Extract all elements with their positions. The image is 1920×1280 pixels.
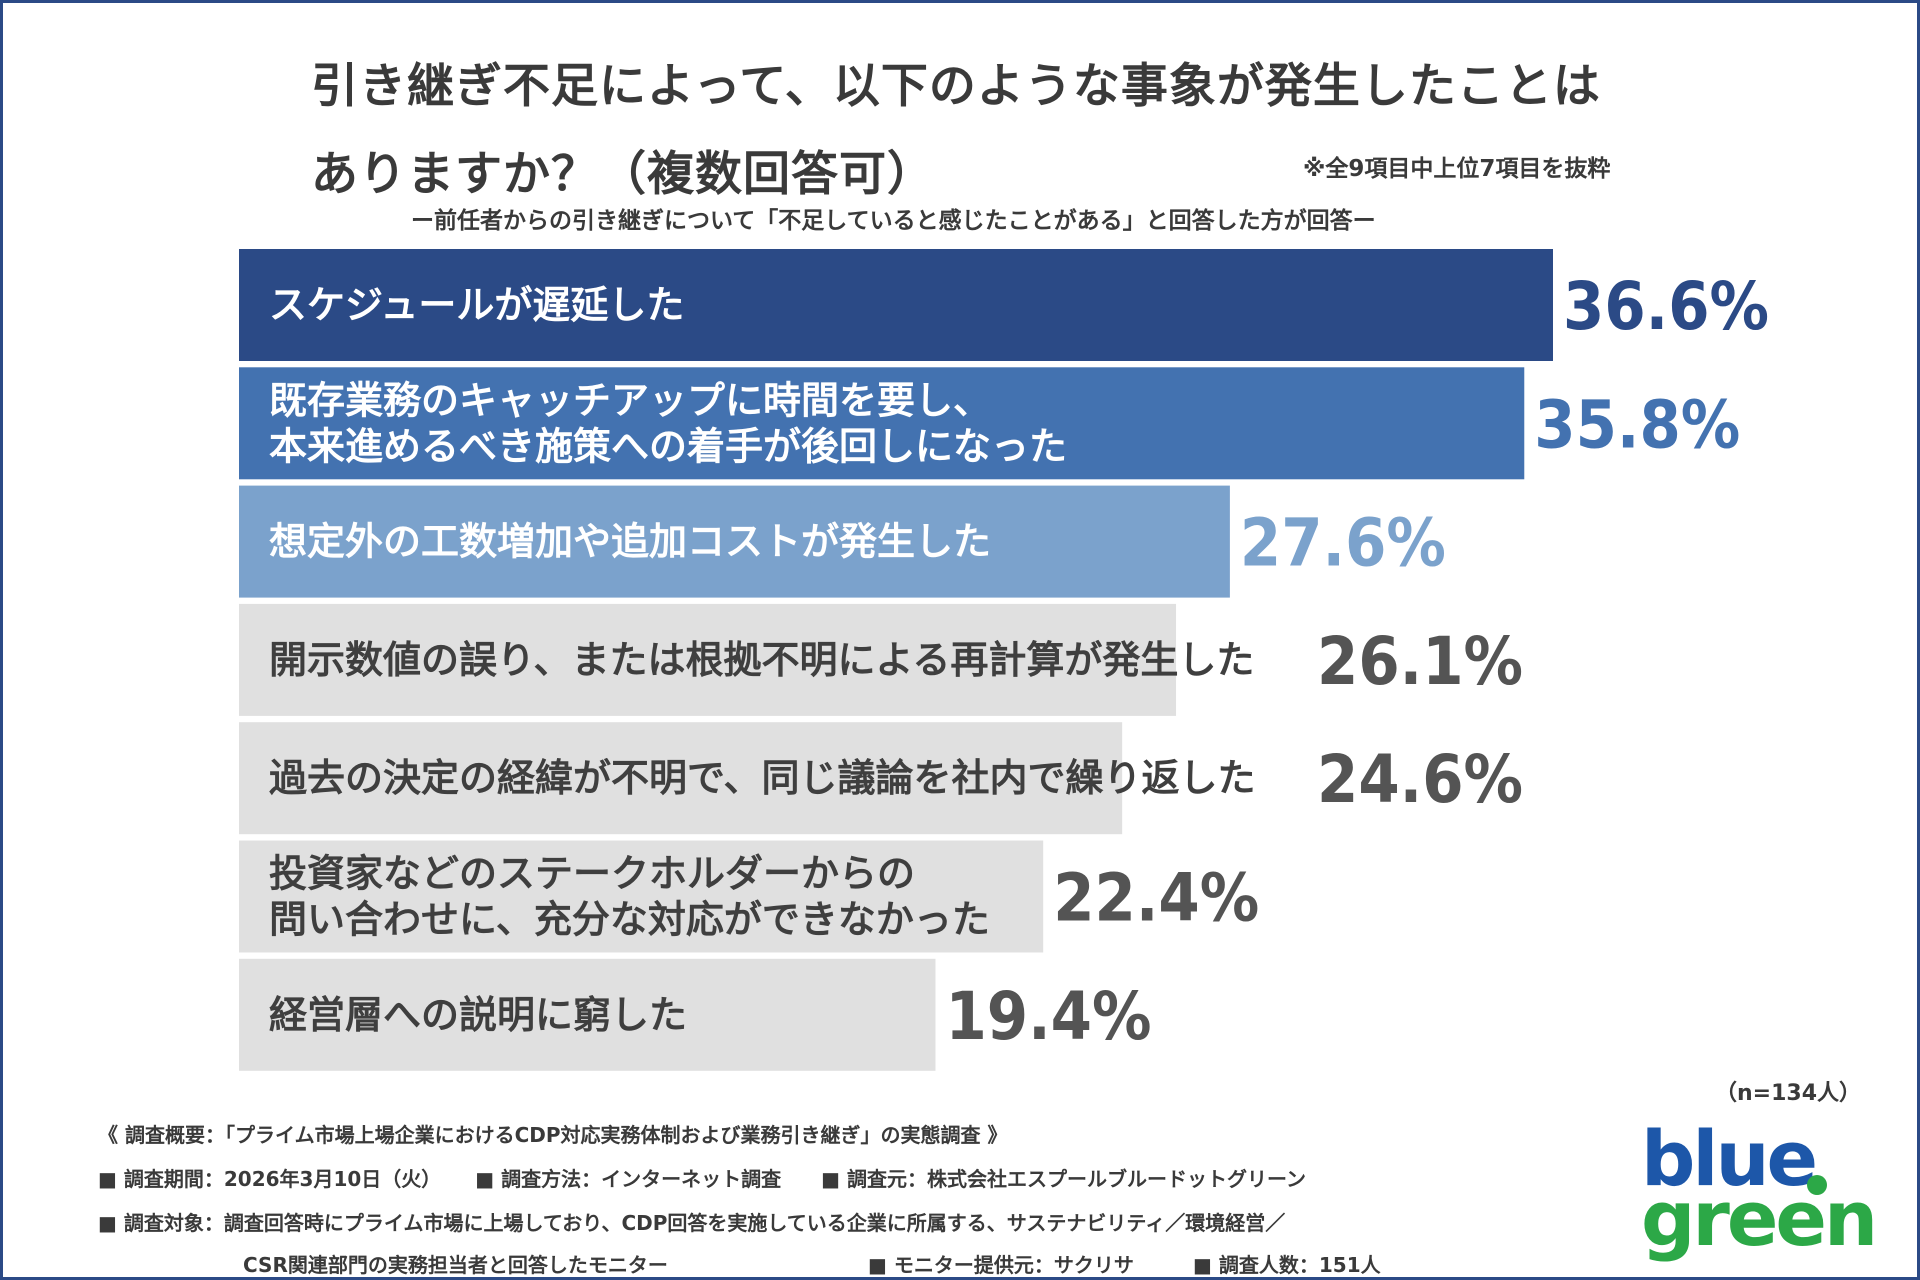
bar-label-6-line-2: 問い合わせに、充分な対応ができなかった [269, 898, 990, 942]
bar-chart: スケジュールが遅延した 36.6% 既存業務のキャッチアップに時間を要し、本来進める… [239, 249, 1769, 1071]
bar-label-3: 想定外の工数増加や追加コストが発生した [269, 520, 991, 564]
bar-label-2-line-2: 本来進めるべき施策への着手が後回しになった [269, 424, 1067, 468]
bar-7 [239, 958, 936, 1071]
value-label-3: 27.6% [1240, 505, 1446, 582]
bar-label-4: 開示数値の誤り、または根拠不明による再計算が発生した [269, 638, 1254, 682]
bar-label-2-line-1: 既存業務のキャッチアップに時間を要し、 [269, 378, 991, 422]
bar-1 [239, 249, 1553, 361]
monitor-provider: ■ モニター提供元：サクリサ [868, 1253, 1134, 1277]
title-line-2: ありますか？（複数回答可） [311, 147, 935, 202]
chart-title: 引き継ぎ不足によって、以下のような事象が発生したことは ありますか？（複数回答可… [311, 43, 1711, 219]
chart-subtitle: ー前任者からの引き継ぎについて「不足していると感じたことがある」と回答した方が回… [411, 208, 1376, 234]
survey-organizer: ■ 調査元：株式会社エスプールブルードットグリーン [821, 1167, 1306, 1191]
bar-label-5: 過去の決定の経緯が不明で、同じ議論を社内で繰り返した [269, 756, 1255, 800]
bar-label-1: スケジュールが遅延した [269, 283, 684, 327]
bar-3 [239, 485, 1230, 598]
bluegreen-logo: blue green [1637, 1119, 1878, 1275]
survey-period: ■ 調査期間：2026年3月10日（火） [98, 1167, 442, 1191]
value-label-5: 24.6% [1317, 741, 1523, 818]
logo-word-green: green [1641, 1174, 1878, 1263]
survey-target-continued: CSR関連部門の実務担当者と回答したモニター [243, 1253, 668, 1277]
bar-6 [239, 840, 1044, 953]
bar-4 [239, 603, 1177, 716]
survey-overview: 《 調査概要：「プライム市場上場企業におけるCDP対応実務体制および業務引き継ぎ… [98, 1123, 1008, 1147]
value-label-1: 36.6% [1563, 268, 1769, 345]
sample-size: （n=134人） [1715, 1081, 1862, 1106]
bar-label-7: 経営層への説明に窮した [269, 993, 687, 1037]
survey-method: ■ 調査方法：インターネット調査 [475, 1167, 782, 1191]
respondent-count: ■ 調査人数：151人 [1193, 1253, 1381, 1277]
value-label-2: 35.8% [1534, 386, 1740, 463]
value-label-6: 22.4% [1053, 860, 1259, 937]
selection-note: ※全9項目中上位7項目を抜粋 [1303, 156, 1611, 182]
logo-dot [1807, 1175, 1827, 1195]
logo-word-blue: blue [1641, 1114, 1818, 1203]
title-line-1: 引き継ぎ不足によって、以下のような事象が発生したことは [311, 59, 1601, 114]
survey-target: ■ 調査対象：調査回答時にプライム市場に上場しており、CDP回答を実施している企… [98, 1211, 1286, 1235]
value-label-7: 19.4% [945, 978, 1151, 1055]
bar-label-6-line-1: 投資家などのステークホルダーからの [269, 852, 915, 896]
survey-meta-line: ■ 調査期間：2026年3月10日（火） ■ 調査方法：インターネット調査 ■ 調査… [98, 1163, 1306, 1192]
bar-2 [239, 367, 1525, 480]
bar-5 [239, 722, 1123, 835]
value-label-4: 26.1% [1317, 623, 1523, 700]
